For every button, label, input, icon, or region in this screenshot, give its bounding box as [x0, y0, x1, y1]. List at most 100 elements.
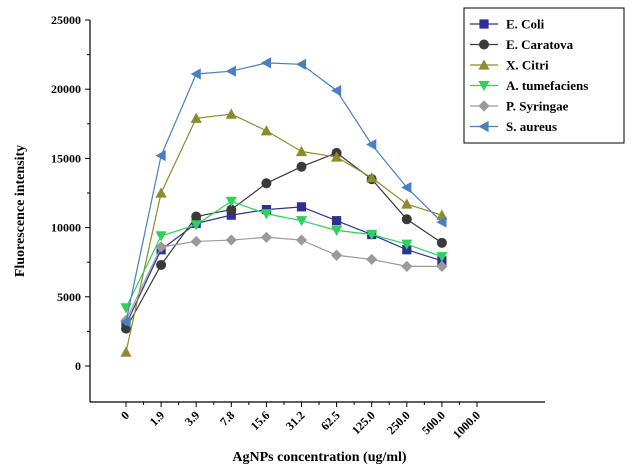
y-tick-label: 20000 — [51, 82, 81, 96]
legend-item: E. Caratova — [470, 37, 574, 52]
series-line — [125, 62, 443, 322]
series-x-citri — [120, 108, 448, 357]
x-axis-title: AgNPs concentration (ug/ml) — [232, 450, 407, 465]
series-group — [120, 57, 448, 357]
legend-label: P. Syringae — [506, 99, 569, 114]
data-point — [225, 196, 237, 207]
x-tick-label: 0 — [118, 408, 132, 422]
x-tick-label: 31.2 — [283, 408, 308, 433]
y-tick-label: 5000 — [57, 290, 81, 304]
data-point — [225, 65, 236, 77]
data-point — [436, 216, 447, 228]
series-a-tumefaciens — [120, 196, 448, 314]
legend-marker — [478, 80, 490, 92]
series-line — [125, 236, 442, 321]
legend-label: E. Caratova — [506, 37, 574, 52]
x-tick-label: 3.9 — [182, 408, 203, 429]
data-point — [260, 57, 271, 69]
data-point — [331, 151, 343, 162]
data-point — [401, 198, 413, 209]
data-point — [366, 172, 378, 183]
data-point — [436, 260, 448, 272]
data-point — [436, 252, 448, 263]
data-point — [295, 216, 308, 227]
data-point — [436, 237, 447, 248]
data-point — [331, 84, 342, 97]
y-tick-label: 0 — [75, 359, 81, 373]
legend-marker — [478, 120, 489, 133]
data-point — [436, 209, 448, 220]
data-point — [120, 346, 132, 357]
data-point — [226, 204, 237, 215]
legend-marker — [479, 19, 489, 29]
data-point — [260, 231, 272, 243]
data-point — [366, 138, 377, 151]
data-point — [155, 241, 167, 253]
data-point — [331, 249, 343, 261]
legend-label: S. aureus — [506, 119, 557, 134]
series-s-aureus — [120, 57, 447, 328]
data-point — [191, 211, 202, 222]
data-point — [155, 150, 166, 162]
series-line — [125, 152, 443, 329]
data-point — [261, 178, 272, 189]
data-point — [401, 239, 413, 250]
legend-item: E. Coli — [470, 17, 545, 32]
series-e-coli — [121, 202, 447, 330]
data-point — [155, 231, 167, 242]
data-point — [331, 225, 343, 236]
legend-item: P. Syringae — [470, 99, 569, 114]
data-point — [332, 216, 342, 226]
data-point — [296, 161, 307, 172]
data-point — [155, 187, 167, 198]
data-point — [296, 202, 307, 212]
data-point — [295, 234, 308, 246]
data-point — [366, 253, 378, 266]
legend-label: X. Citri — [506, 58, 549, 73]
data-point — [401, 260, 413, 272]
series-e-caratova — [121, 147, 447, 334]
data-point — [190, 68, 201, 80]
data-point — [226, 210, 236, 220]
data-point — [120, 316, 131, 328]
legend: E. Coli E. Caratova X. Citri A. tumefaciens… — [463, 7, 625, 144]
data-point — [401, 181, 412, 194]
y-tick-label: 25000 — [51, 13, 81, 27]
y-axis-title: Fluorescence intensity — [13, 145, 28, 277]
x-tick-label: 7.8 — [217, 408, 238, 429]
data-point — [190, 112, 202, 123]
x-tick-label: 125.0 — [349, 408, 378, 437]
legend-item: A. tumefaciens — [470, 78, 588, 93]
data-point — [190, 235, 202, 248]
data-point — [366, 229, 378, 241]
x-tick-label: 15.6 — [248, 408, 273, 433]
data-point — [260, 125, 272, 136]
data-point — [295, 58, 307, 70]
legend-marker — [478, 100, 490, 112]
data-point — [295, 145, 308, 157]
data-point — [260, 209, 272, 220]
legend-label: E. Coli — [506, 17, 545, 32]
data-point — [156, 259, 167, 270]
data-point — [190, 220, 202, 231]
data-point — [401, 214, 412, 225]
series-line — [125, 206, 443, 325]
legend-label: A. tumefaciens — [506, 78, 588, 93]
legend-item: S. aureus — [470, 119, 557, 134]
x-tick-label: 500.0 — [419, 408, 448, 437]
x-tick-label: 1.9 — [147, 408, 168, 429]
legend-box — [463, 7, 625, 144]
y-tick-label: 10000 — [51, 221, 81, 235]
x-tick-label: 1000.0 — [450, 408, 483, 441]
y-tick-label: 15000 — [51, 151, 81, 165]
series-line — [125, 200, 443, 309]
data-point — [225, 234, 237, 246]
legend-marker — [478, 59, 490, 70]
data-point — [225, 108, 237, 119]
series-line — [125, 113, 443, 353]
legend-marker — [479, 39, 489, 50]
x-tick-label: 250.0 — [384, 408, 413, 437]
legend-item: X. Citri — [470, 58, 549, 73]
x-tick-label: 62.5 — [318, 408, 343, 433]
